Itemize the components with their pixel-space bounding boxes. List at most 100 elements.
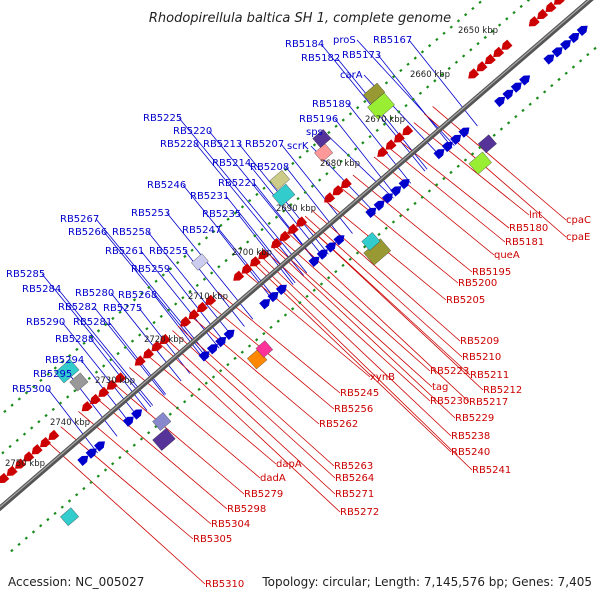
gene-label: RB5207 — [245, 139, 284, 150]
topology-stats-text: Topology: circular; Length: 7,145,576 bp… — [261, 575, 592, 589]
reverse-gene-arrow — [143, 348, 155, 359]
leader-line — [280, 143, 353, 234]
gene-label: RB5298 — [227, 504, 266, 515]
reverse-gene-arrow — [528, 16, 540, 27]
feature-cyan — [271, 183, 296, 207]
leader-line — [45, 439, 206, 585]
gene-label: RB5241 — [472, 465, 511, 476]
forward-gene-arrow — [308, 256, 320, 267]
leader-line — [145, 353, 277, 465]
reverse-gene-arrow — [106, 379, 118, 390]
leader-line — [242, 269, 371, 378]
leader-line — [352, 174, 473, 273]
leader-line — [423, 113, 567, 238]
leader-line — [93, 306, 165, 396]
leader-line — [78, 411, 212, 525]
gene-label: RB5240 — [451, 447, 490, 458]
gene-label: carA — [340, 70, 363, 81]
leader-line — [408, 39, 478, 127]
leader-line — [254, 259, 473, 471]
reverse-gene-arrow — [553, 0, 565, 5]
reverse-gene-arrow — [241, 263, 253, 274]
leader-line — [225, 195, 296, 284]
gene-label: RB5272 — [340, 507, 379, 518]
reverse-gene-arrow — [115, 372, 126, 383]
reverse-gene-arrow — [340, 177, 352, 189]
tick-label: 2720 kbp — [144, 335, 184, 345]
gene-label: RB5279 — [244, 489, 283, 500]
leader-line — [432, 106, 567, 221]
gene-label: RB5211 — [470, 370, 509, 381]
gene-label: RB5258 — [112, 227, 151, 238]
gene-label: RB5180 — [509, 223, 548, 234]
map-title: Rhodopirellula baltica SH 1, complete ge… — [149, 11, 451, 26]
gene-label: RB5217 — [469, 397, 508, 408]
reverse-gene-arrow — [98, 386, 110, 397]
leader-line — [57, 288, 154, 406]
gene-label: RB5208 — [250, 162, 289, 173]
forward-gene-arrow — [551, 47, 563, 58]
forward-gene-arrow — [568, 32, 580, 44]
reverse-gene-arrow — [476, 61, 488, 72]
forward-gene-arrow — [381, 193, 393, 204]
gene-label: RB5200 — [458, 278, 497, 289]
gene-label: RB5181 — [505, 237, 544, 248]
gene-label: RB5167 — [373, 35, 412, 46]
reverse-gene-arrow — [287, 223, 299, 234]
leader-line — [253, 182, 319, 264]
gene-label: RB5262 — [319, 419, 358, 430]
reverse-gene-arrow — [271, 237, 283, 249]
leader-line — [339, 186, 459, 284]
feature-olive — [363, 238, 392, 266]
forward-gene-arrow — [494, 96, 506, 108]
forward-gene-arrow — [450, 134, 462, 145]
gene-label: RB5284 — [22, 284, 61, 295]
feature-cyan — [54, 359, 80, 384]
gene-label: RB5256 — [334, 404, 373, 415]
forward-gene-arrow — [390, 186, 402, 197]
leader-line — [47, 388, 98, 454]
forward-gene-arrow — [458, 127, 470, 138]
leader-line — [94, 396, 228, 510]
gene-label: RB5281 — [73, 317, 112, 328]
forward-gene-arrow — [333, 235, 345, 246]
reverse-gene-arrow — [23, 451, 35, 462]
forward-gene-arrow — [576, 25, 588, 36]
gene-label: RB5228 — [160, 139, 199, 150]
gene-label: dapA — [276, 459, 302, 470]
gene-label: cpaC — [566, 215, 591, 226]
forward-gene-arrow — [502, 89, 514, 100]
gene-label: RB5246 — [147, 180, 186, 191]
leader-line — [41, 273, 152, 408]
reverse-gene-arrow — [385, 139, 397, 150]
genome-backbone — [0, 0, 600, 553]
forward-gene-arrow — [215, 336, 227, 348]
forward-gene-arrow — [267, 291, 279, 303]
reverse-gene-arrow — [501, 39, 513, 50]
leader-line — [112, 382, 245, 495]
leader-line — [259, 254, 452, 437]
gene-label: RB5280 — [75, 288, 114, 299]
leader-line — [182, 184, 277, 300]
gene-label: RB5271 — [335, 489, 374, 500]
forward-gene-arrow — [85, 448, 97, 459]
leader-line — [272, 243, 433, 388]
reverse-gene-arrow — [31, 444, 43, 455]
gene-label: RB5294 — [45, 355, 84, 366]
reverse-gene-arrow — [196, 301, 208, 313]
tick-label: 2670 kbp — [365, 115, 405, 125]
feature-lavender — [152, 412, 172, 431]
gene-label: RB5195 — [472, 267, 511, 278]
forward-gene-arrow — [206, 344, 218, 355]
reverse-gene-arrow — [205, 294, 217, 305]
reverse-gene-arrow — [258, 249, 270, 260]
gene-label: RB5223 — [430, 366, 469, 377]
leader-line — [311, 210, 461, 342]
forward-gene-arrow — [223, 329, 235, 341]
leader-line — [158, 342, 341, 513]
leader-line — [60, 426, 194, 540]
dotted-guide-1 — [0, 0, 531, 457]
gene-label: cpaE — [566, 232, 590, 243]
leader-line — [189, 315, 320, 425]
